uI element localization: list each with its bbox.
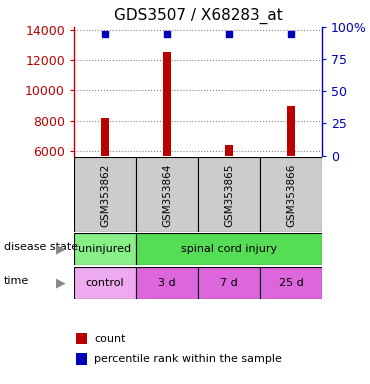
Text: ▶: ▶ bbox=[56, 243, 66, 256]
Point bbox=[288, 31, 294, 38]
Point bbox=[102, 31, 108, 38]
Bar bbox=[287, 106, 295, 156]
Text: GSM353866: GSM353866 bbox=[286, 163, 296, 227]
Bar bbox=[74, 157, 136, 232]
Text: uninjured: uninjured bbox=[78, 244, 132, 254]
Text: disease state: disease state bbox=[4, 242, 78, 252]
Text: 25 d: 25 d bbox=[279, 278, 303, 288]
Bar bbox=[260, 267, 322, 299]
Bar bbox=[136, 233, 322, 265]
Text: spinal cord injury: spinal cord injury bbox=[181, 244, 277, 254]
Text: GSM353862: GSM353862 bbox=[100, 163, 110, 227]
Bar bbox=[260, 157, 322, 232]
Text: percentile rank within the sample: percentile rank within the sample bbox=[94, 354, 282, 364]
Text: time: time bbox=[4, 276, 29, 286]
Bar bbox=[74, 267, 136, 299]
Bar bbox=[163, 52, 171, 156]
Point bbox=[164, 31, 170, 38]
Bar bbox=[198, 157, 260, 232]
Text: 3 d: 3 d bbox=[158, 278, 176, 288]
Bar bbox=[74, 233, 136, 265]
Text: ▶: ▶ bbox=[56, 276, 66, 290]
Bar bbox=[198, 267, 260, 299]
Bar bbox=[101, 118, 109, 156]
Bar bbox=[136, 267, 198, 299]
Text: count: count bbox=[94, 334, 126, 344]
Bar bbox=[136, 157, 198, 232]
Text: GSM353865: GSM353865 bbox=[224, 163, 234, 227]
Bar bbox=[225, 145, 233, 156]
Title: GDS3507 / X68283_at: GDS3507 / X68283_at bbox=[114, 8, 282, 24]
Text: GSM353864: GSM353864 bbox=[162, 163, 172, 227]
Text: 7 d: 7 d bbox=[220, 278, 238, 288]
Text: control: control bbox=[86, 278, 124, 288]
Point bbox=[226, 31, 232, 38]
